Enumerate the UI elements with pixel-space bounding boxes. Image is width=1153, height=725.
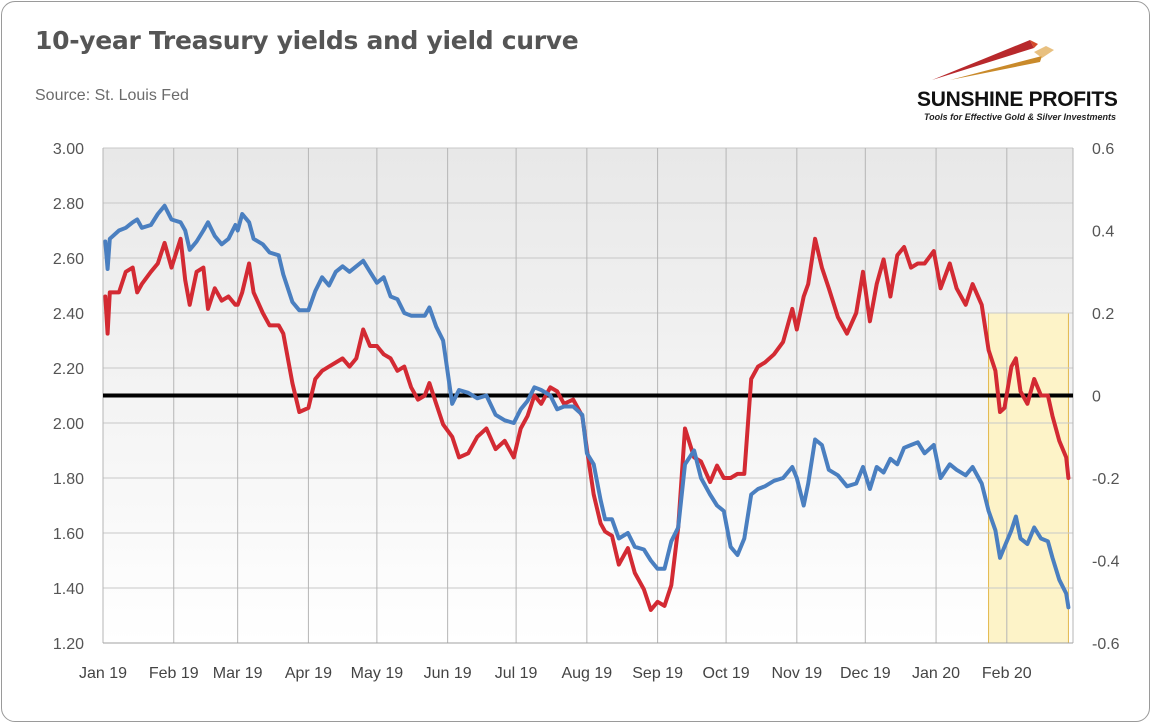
y-right-tick-label: -0.6 — [1092, 636, 1120, 653]
y-right-tick-label: 0.2 — [1092, 306, 1114, 323]
x-tick-label: Jan 20 — [912, 665, 960, 682]
x-tick-label: Feb 20 — [982, 665, 1032, 682]
logo-name: SUNSHINE PROFITS — [917, 88, 1118, 111]
y-left-tick-label: 1.60 — [53, 526, 84, 543]
logo-rays-icon — [932, 40, 1054, 80]
logo-tagline: Tools for Effective Gold & Silver Invest… — [924, 112, 1117, 122]
y-left-tick-label: 2.60 — [53, 251, 84, 268]
x-tick-label: Feb 19 — [149, 665, 199, 682]
x-tick-label: Sep 19 — [632, 665, 683, 682]
x-tick-label: Jan 19 — [79, 665, 127, 682]
x-tick-label: Nov 19 — [771, 665, 822, 682]
sunshine-profits-logo: SUNSHINE PROFITS Tools for Effective Gol… — [912, 28, 1142, 128]
series-line-10y-yield — [103, 203, 1071, 610]
x-tick-label: Jul 19 — [495, 665, 538, 682]
y-left-tick-label: 1.80 — [53, 471, 84, 488]
x-tick-label: May 19 — [351, 665, 404, 682]
y-left-tick-label: 2.40 — [53, 306, 84, 323]
x-tick-label: Apr 19 — [285, 665, 332, 682]
y-right-tick-label: -0.4 — [1092, 554, 1120, 571]
y-right-tick-label: -0.2 — [1092, 471, 1120, 488]
x-tick-label: Mar 19 — [213, 665, 263, 682]
x-tick-label: Aug 19 — [561, 665, 612, 682]
x-tick-label: Jun 19 — [424, 665, 472, 682]
x-tick-label: Dec 19 — [840, 665, 891, 682]
y-left-tick-label: 2.20 — [53, 361, 84, 378]
y-left-tick-label: 1.20 — [53, 636, 84, 653]
y-right-tick-label: 0 — [1092, 389, 1101, 406]
y-right-tick-label: 0.4 — [1092, 224, 1114, 241]
y-left-tick-label: 3.00 — [53, 141, 84, 158]
y-left-tick-label: 2.80 — [53, 196, 84, 213]
chart-title: 10-year Treasury yields and yield curve — [35, 26, 579, 55]
x-tick-label: Oct 19 — [703, 665, 750, 682]
y-left-tick-label: 1.40 — [53, 581, 84, 598]
chart-source: Source: St. Louis Fed — [35, 87, 189, 104]
y-left-tick-label: 2.00 — [53, 416, 84, 433]
y-right-tick-label: 0.6 — [1092, 141, 1114, 158]
